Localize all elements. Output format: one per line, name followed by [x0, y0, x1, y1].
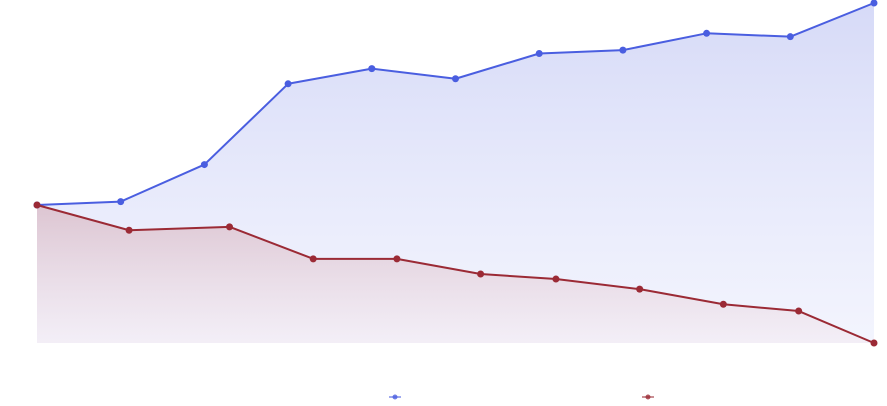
legend-series-0-marker [392, 394, 398, 400]
series-0-point-1 [117, 198, 125, 206]
series-0-point-7 [619, 46, 627, 54]
series-1-point-2 [226, 223, 234, 231]
series-areas [37, 3, 874, 343]
series-1-point-4 [393, 255, 401, 263]
legend [389, 394, 654, 400]
series-points [33, 0, 878, 347]
legend-series-1-marker [645, 394, 651, 400]
series-1-area [37, 204, 874, 343]
series-1-point-8 [719, 300, 727, 308]
series-0-point-9 [786, 33, 794, 41]
series-1-point-1 [125, 226, 133, 234]
series-0-point-6 [535, 49, 543, 57]
series-0-point-3 [284, 80, 292, 88]
series-0-point-5 [452, 75, 459, 83]
series-1-point-3 [309, 255, 317, 263]
series-1-point-5 [477, 270, 485, 278]
series-1-point-6 [552, 275, 560, 283]
series-0-point-8 [703, 29, 711, 37]
series-0-point-10 [870, 0, 878, 7]
series-1-point-7 [636, 285, 644, 293]
series-0-point-4 [368, 65, 376, 73]
series-1-point-0 [33, 201, 41, 209]
series-1-point-9 [795, 307, 803, 315]
series-1-point-10 [870, 339, 878, 347]
series-0-point-2 [200, 161, 208, 169]
